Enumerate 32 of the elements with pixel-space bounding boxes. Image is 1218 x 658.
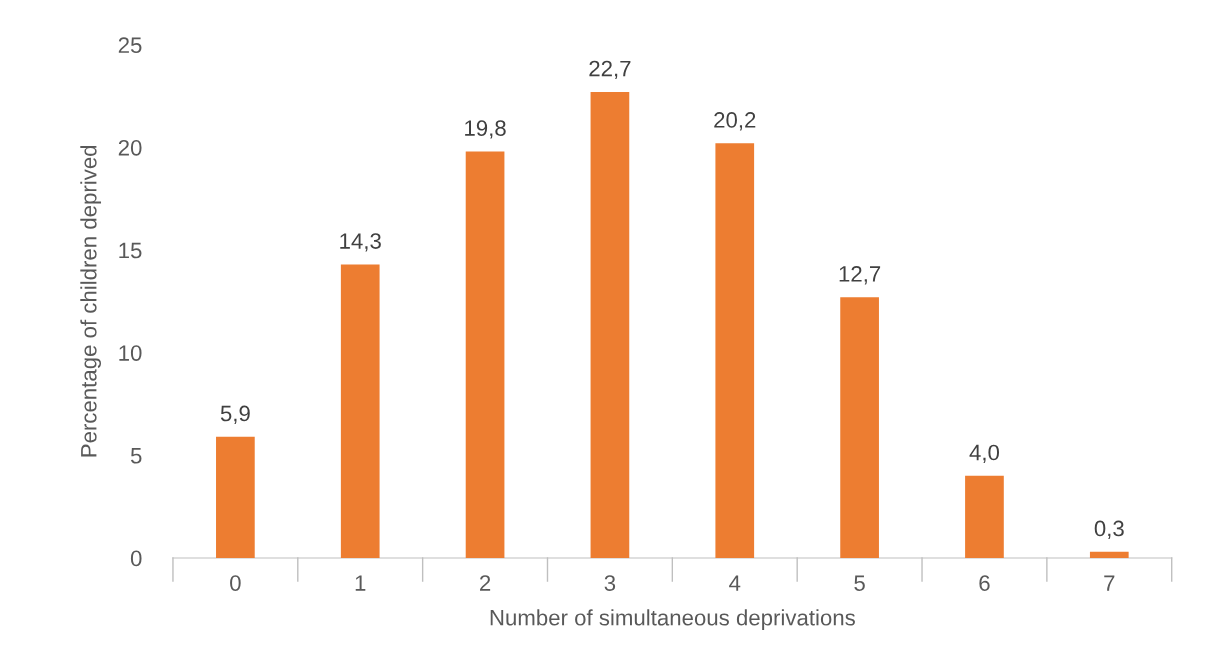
y-tick-label: 20 xyxy=(118,139,142,156)
y-tick-label: 15 xyxy=(119,242,142,259)
data-label: 20,2 xyxy=(714,112,756,131)
x-tick-label: 2 xyxy=(480,575,491,591)
y-tick-label: 5 xyxy=(130,448,142,464)
x-tick-label: 6 xyxy=(979,575,990,591)
data-label: 14,3 xyxy=(340,233,381,252)
data-label: 0,3 xyxy=(1094,520,1124,539)
y-tick-label: 25 xyxy=(118,37,142,54)
bar xyxy=(840,297,879,558)
y-tick-label: 0 xyxy=(130,550,142,567)
x-tick-label: 7 xyxy=(1104,575,1115,591)
bar xyxy=(1089,551,1129,558)
x-tick-label: 5 xyxy=(854,575,865,591)
data-label: 19,8 xyxy=(465,120,506,139)
bar xyxy=(216,436,255,558)
x-axis-title: Number of simultaneous deprivations xyxy=(490,609,855,630)
bar xyxy=(715,143,755,558)
y-tick-label: 10 xyxy=(119,345,142,361)
x-tick-label: 1 xyxy=(355,575,366,591)
y-axis-title: Percentage of children deprived xyxy=(80,145,102,457)
bar xyxy=(965,475,1004,558)
data-label: 5,9 xyxy=(220,405,250,424)
x-tick-label: 0 xyxy=(230,575,241,591)
x-tick-label: 3 xyxy=(604,575,616,591)
data-label: 22,7 xyxy=(589,60,631,80)
data-label: 4,0 xyxy=(969,444,1000,463)
x-tick-label: 4 xyxy=(729,575,741,591)
bar xyxy=(465,151,505,558)
bar xyxy=(590,91,630,558)
data-label: 12,7 xyxy=(839,266,881,285)
bar xyxy=(340,264,380,558)
